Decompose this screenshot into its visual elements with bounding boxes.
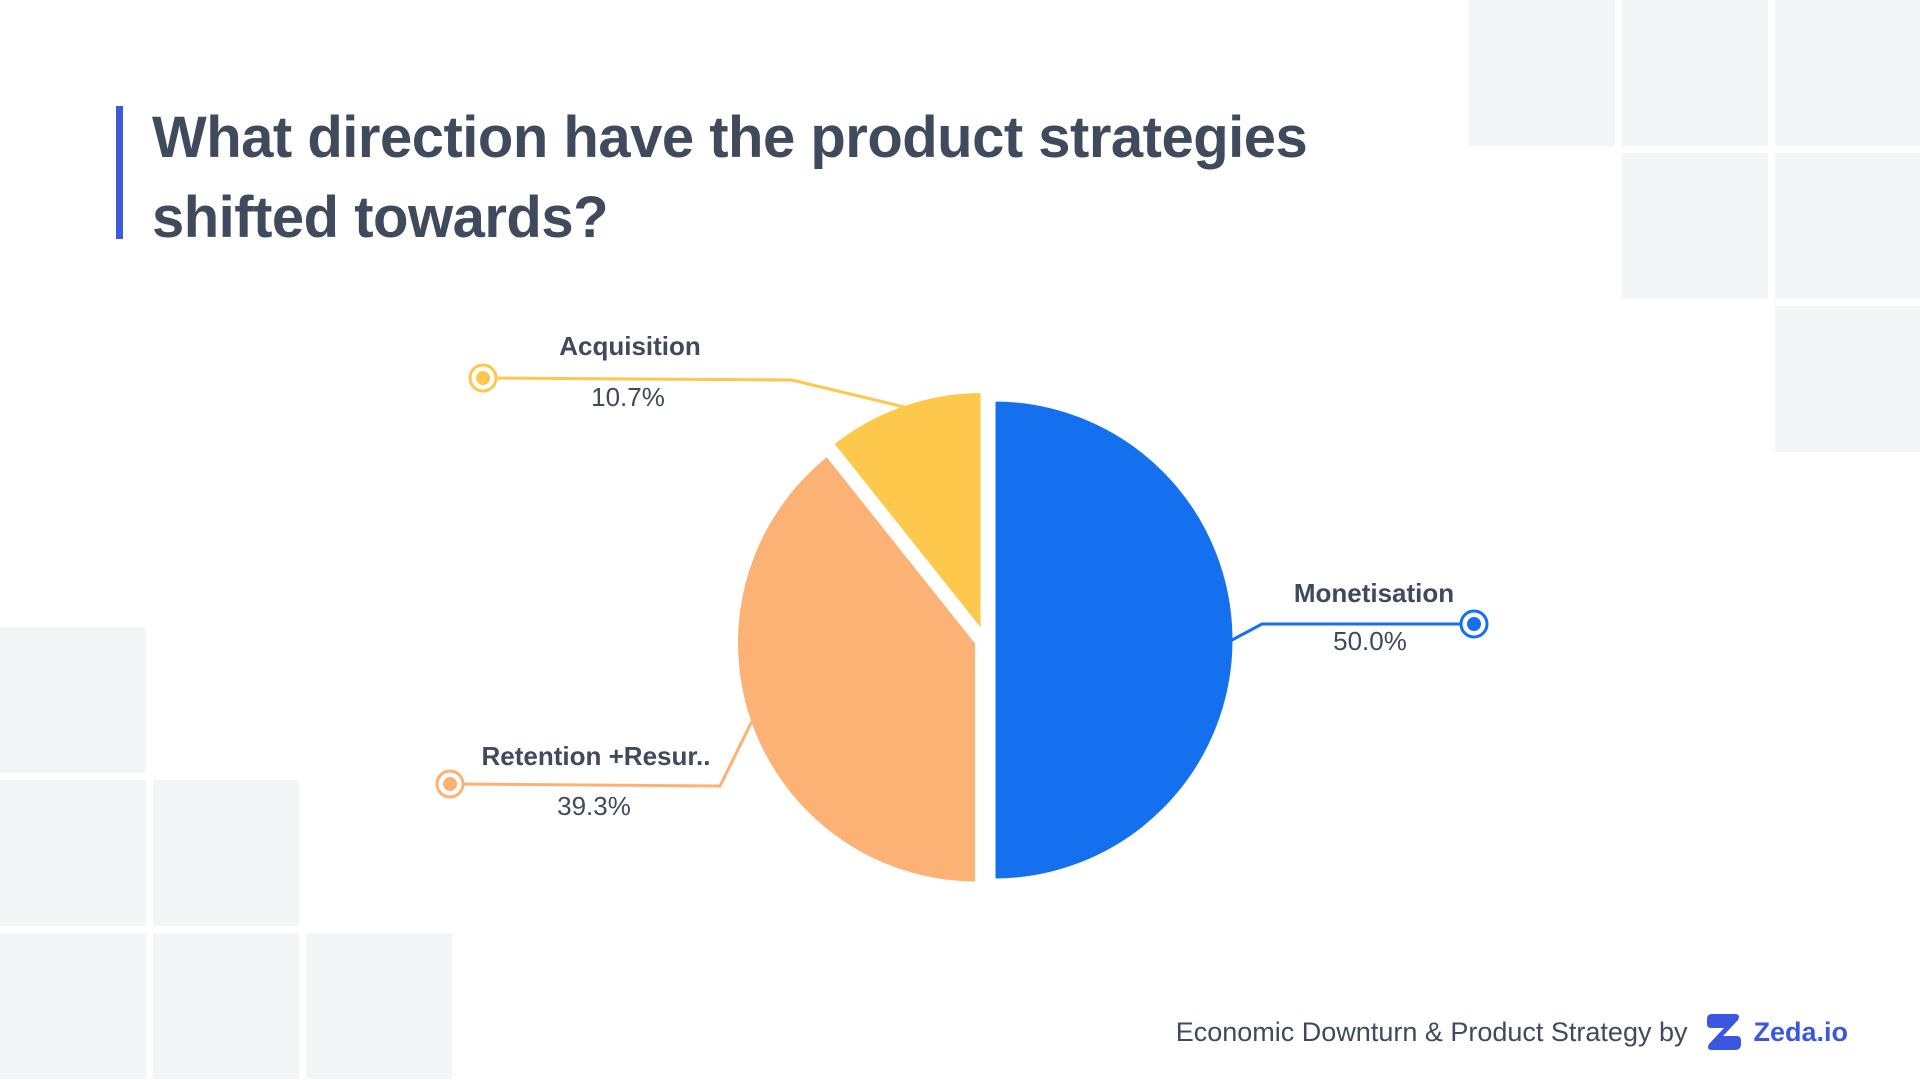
background-tile [306,933,452,1079]
zeda-logo-icon [1707,1014,1742,1050]
pie-slice-monetisation [992,398,1236,882]
slice-value-label: 50.0% [1333,626,1407,656]
pie-slice-acquisition [830,390,984,636]
background-tile [1775,0,1920,146]
leader-marker-dot [476,371,490,385]
brand-logo[interactable]: Zeda.io [1701,1009,1848,1055]
background-tile [153,933,299,1079]
title-accent-bar [116,106,123,239]
slice-label: Acquisition [559,331,701,361]
background-tile [1622,153,1768,299]
slice-value-label: 39.3% [557,791,631,821]
leader-marker-dot [443,777,457,791]
slice-label: Retention +Resur.. [482,741,711,771]
brand-name: Zeda.io [1753,1016,1848,1047]
background-tile [1622,0,1768,146]
leader-line [449,720,754,788]
footer-text: Economic Downturn & Product Strategy by [1175,1016,1688,1047]
background-tile [0,627,146,773]
background-tile [1469,0,1615,146]
background-tile [0,933,146,1079]
background-tile [0,780,146,926]
leader-line [1231,622,1474,642]
slice-value-label: 10.7% [591,382,665,412]
background-tile [1775,153,1920,299]
page-title: What direction have the product strategi… [152,105,1308,250]
background-tile [153,780,299,926]
footer: Economic Downturn & Product Strategy by … [1176,1008,1848,1056]
leader-marker-dot [1467,617,1481,631]
slice-label: Monetisation [1294,578,1454,608]
background-tile [1775,306,1920,452]
leader-line [482,376,904,409]
